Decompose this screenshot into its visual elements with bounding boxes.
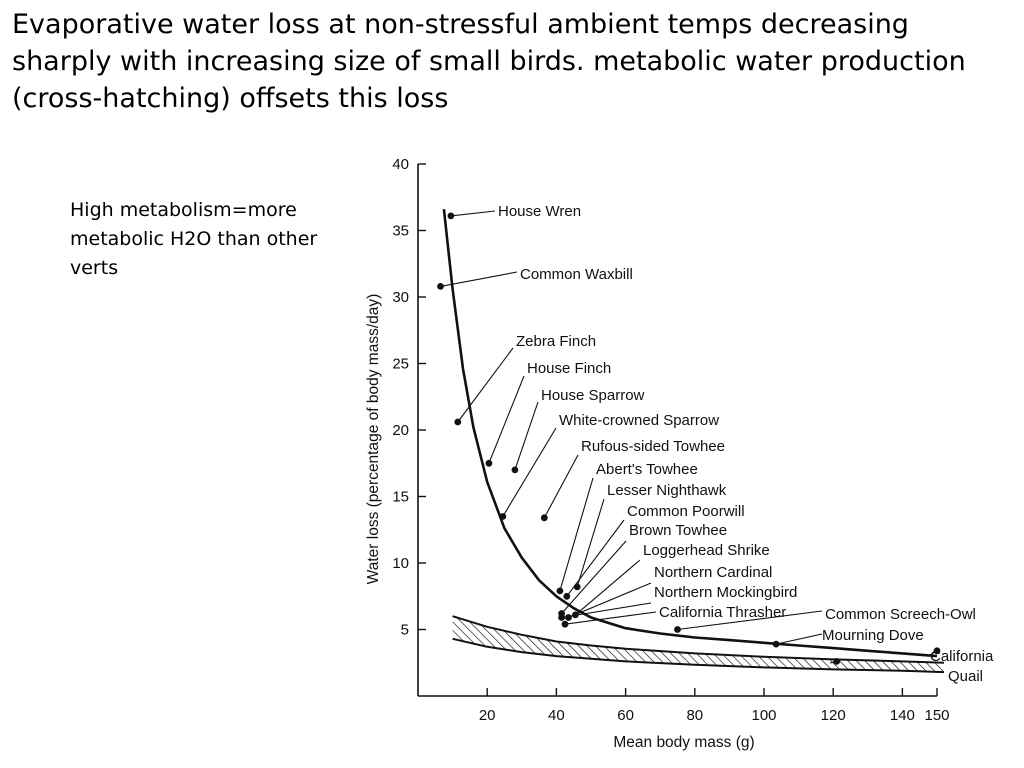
- data-point: [561, 620, 569, 628]
- data-point: [573, 583, 581, 591]
- species-label: Common Waxbill: [520, 266, 633, 283]
- leader-line: [543, 454, 579, 519]
- y-tick-label: 35: [392, 223, 409, 240]
- leader-line: [559, 477, 594, 592]
- species-label: Lesser Nighthawk: [607, 482, 727, 499]
- species-label: Brown Towhee: [629, 522, 727, 539]
- slide-note: High metabolism=more metabolic H2O than …: [70, 199, 318, 279]
- species-label: Mourning Dove: [822, 627, 924, 644]
- metabolic-band-upper-edge: [452, 615, 944, 664]
- data-point: [556, 587, 564, 595]
- y-axis-title: Water loss (percentage of body mass/day): [365, 294, 382, 585]
- leader-line: [576, 498, 605, 588]
- x-tick-label: 40: [548, 707, 565, 724]
- species-label: House Sparrow: [541, 387, 645, 404]
- leader-line: [561, 540, 627, 614]
- leader-line: [514, 401, 539, 471]
- data-point: [558, 614, 565, 621]
- species-label: Quail: [948, 668, 983, 685]
- leader-line: [488, 375, 525, 464]
- data-point: [454, 418, 462, 426]
- species-label: Common Screech-Owl: [825, 606, 976, 623]
- leader-line: [502, 427, 557, 517]
- data-point: [563, 592, 571, 600]
- data-point: [499, 513, 507, 520]
- data-point: [674, 626, 681, 633]
- data-point: [511, 466, 519, 474]
- data-point: [772, 640, 780, 648]
- leader-line: [775, 633, 823, 645]
- data-point: [540, 514, 548, 522]
- species-label: California Thrasher: [659, 604, 786, 621]
- species-label: Rufous-sided Towhee: [581, 438, 725, 455]
- leader-line: [457, 347, 514, 423]
- leader-line: [440, 271, 518, 287]
- leader-line: [568, 582, 652, 619]
- y-tick-label: 40: [392, 156, 409, 173]
- data-point: [447, 212, 455, 220]
- leader-line: [575, 559, 641, 616]
- data-point: [833, 658, 841, 665]
- data-point: [485, 459, 493, 467]
- y-tick-label: 15: [392, 489, 409, 506]
- species-label: Loggerhead Shrike: [643, 542, 770, 559]
- x-tick-label: 80: [686, 707, 703, 724]
- y-tick-label: 10: [392, 555, 409, 572]
- y-tick-label: 25: [392, 356, 409, 373]
- leader-line: [450, 210, 496, 217]
- x-tick-label: 100: [751, 707, 776, 724]
- species-label: Northern Cardinal: [654, 564, 772, 581]
- leader-line: [566, 519, 625, 597]
- species-label: Zebra Finch: [516, 333, 596, 350]
- metabolic-band-lower-edge: [452, 637, 944, 674]
- y-tick-label: 30: [392, 289, 409, 306]
- species-label: House Wren: [498, 203, 581, 220]
- x-tick-label: 120: [821, 707, 846, 724]
- x-tick-label: 60: [617, 707, 634, 724]
- species-label: Common Poorwill: [627, 503, 745, 520]
- species-label: Abert's Towhee: [596, 461, 698, 478]
- x-tick-label: 150: [924, 707, 949, 724]
- water-loss-curve: [442, 209, 938, 658]
- y-tick-label: 5: [401, 622, 409, 639]
- data-point: [572, 611, 579, 619]
- species-label: White-crowned Sparrow: [559, 412, 719, 429]
- species-label: House Finch: [527, 360, 611, 377]
- slide-title: Evaporative water loss at non-stressful …: [12, 9, 966, 114]
- x-axis-title: Mean body mass (g): [613, 734, 754, 751]
- leader-line: [564, 611, 657, 625]
- x-tick-label: 140: [890, 707, 915, 724]
- y-tick-label: 20: [392, 422, 409, 439]
- metabolic-water-band: [452, 616, 944, 673]
- data-point: [437, 283, 444, 290]
- x-tick-label: 20: [479, 707, 496, 724]
- species-label: Northern Mockingbird: [654, 584, 797, 601]
- data-point: [933, 647, 941, 655]
- species-label: California: [930, 648, 994, 665]
- leader-line: [677, 610, 823, 631]
- data-point: [565, 614, 572, 621]
